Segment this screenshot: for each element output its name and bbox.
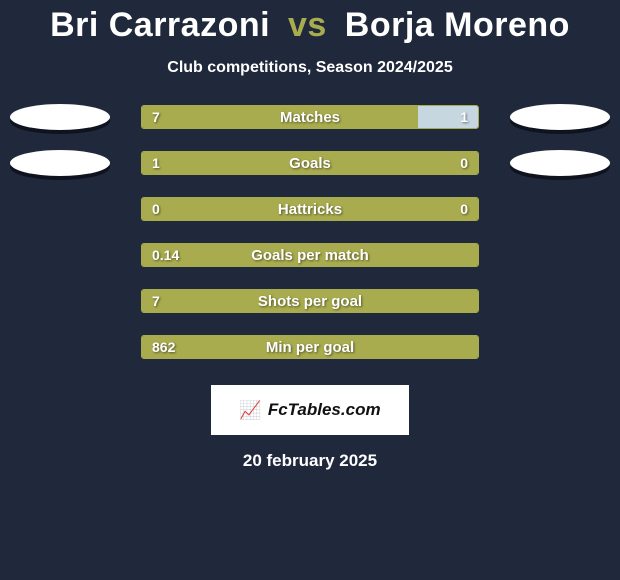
- stat-value-left: 7: [142, 106, 170, 128]
- stat-row: 10Goals: [0, 151, 620, 175]
- bar-left-fill: [142, 336, 478, 358]
- player1-marker: [10, 104, 110, 130]
- bar-left-fill: [142, 198, 478, 220]
- date-label: 20 february 2025: [0, 451, 620, 471]
- stat-bar: 10Goals: [141, 151, 479, 175]
- stat-value-right: 1: [450, 106, 478, 128]
- player1-marker: [10, 150, 110, 176]
- stat-bar: 7Shots per goal: [141, 289, 479, 313]
- vs-label: vs: [288, 6, 327, 44]
- brand-badge: 📈 FcTables.com: [211, 385, 409, 435]
- chart-icon: 📈: [239, 400, 261, 421]
- stat-value-left: 7: [142, 290, 170, 312]
- stat-value-left: 0.14: [142, 244, 189, 266]
- stat-bar: 0.14Goals per match: [141, 243, 479, 267]
- stat-bar: 00Hattricks: [141, 197, 479, 221]
- stat-row: 862Min per goal: [0, 335, 620, 359]
- stat-bar: 862Min per goal: [141, 335, 479, 359]
- brand-text: FcTables.com: [268, 400, 381, 420]
- player2-marker: [510, 150, 610, 176]
- stats-container: 71Matches10Goals00Hattricks0.14Goals per…: [0, 105, 620, 359]
- player2-marker: [510, 104, 610, 130]
- player1-name: Bri Carrazoni: [50, 6, 270, 44]
- stat-bar: 71Matches: [141, 105, 479, 129]
- player2-name: Borja Moreno: [345, 6, 570, 44]
- stat-row: 0.14Goals per match: [0, 243, 620, 267]
- bar-left-fill: [142, 244, 478, 266]
- stat-value-left: 1: [142, 152, 170, 174]
- comparison-title: Bri Carrazoni vs Borja Moreno: [0, 0, 620, 45]
- stat-value-right: 0: [450, 198, 478, 220]
- stat-value-left: 0: [142, 198, 170, 220]
- bar-left-fill: [142, 152, 478, 174]
- stat-row: 7Shots per goal: [0, 289, 620, 313]
- stat-row: 00Hattricks: [0, 197, 620, 221]
- bar-left-fill: [142, 290, 478, 312]
- bar-left-fill: [142, 106, 418, 128]
- stat-value-left: 862: [142, 336, 185, 358]
- stat-value-right: 0: [450, 152, 478, 174]
- subtitle: Club competitions, Season 2024/2025: [0, 59, 620, 77]
- stat-row: 71Matches: [0, 105, 620, 129]
